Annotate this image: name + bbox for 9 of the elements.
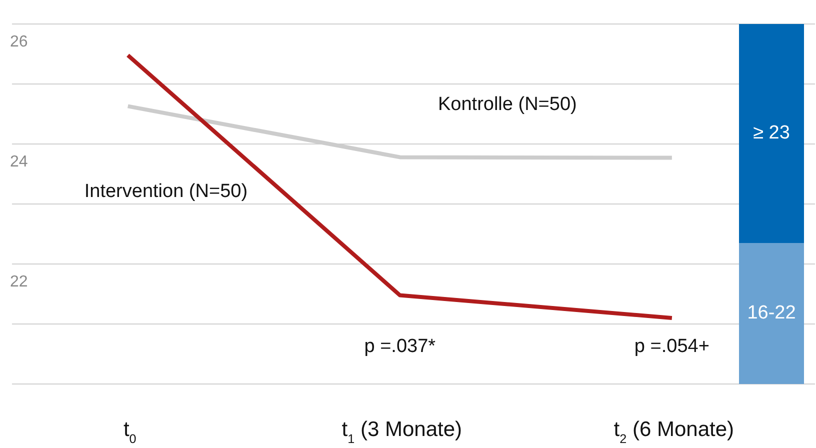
y-tick-label: 24 [10,153,28,170]
band-label: 16-22 [747,302,796,324]
series-label: Intervention (N=50) [84,181,248,202]
text: Kontrolle (N=50) [438,94,577,116]
annotation: p =.037* [364,336,436,358]
band-label: ≥ 23 [753,122,790,144]
y-tick-label: 26 [10,33,28,50]
y-tick-label: 22 [10,273,28,290]
annotation: p =.054+ [634,336,710,358]
